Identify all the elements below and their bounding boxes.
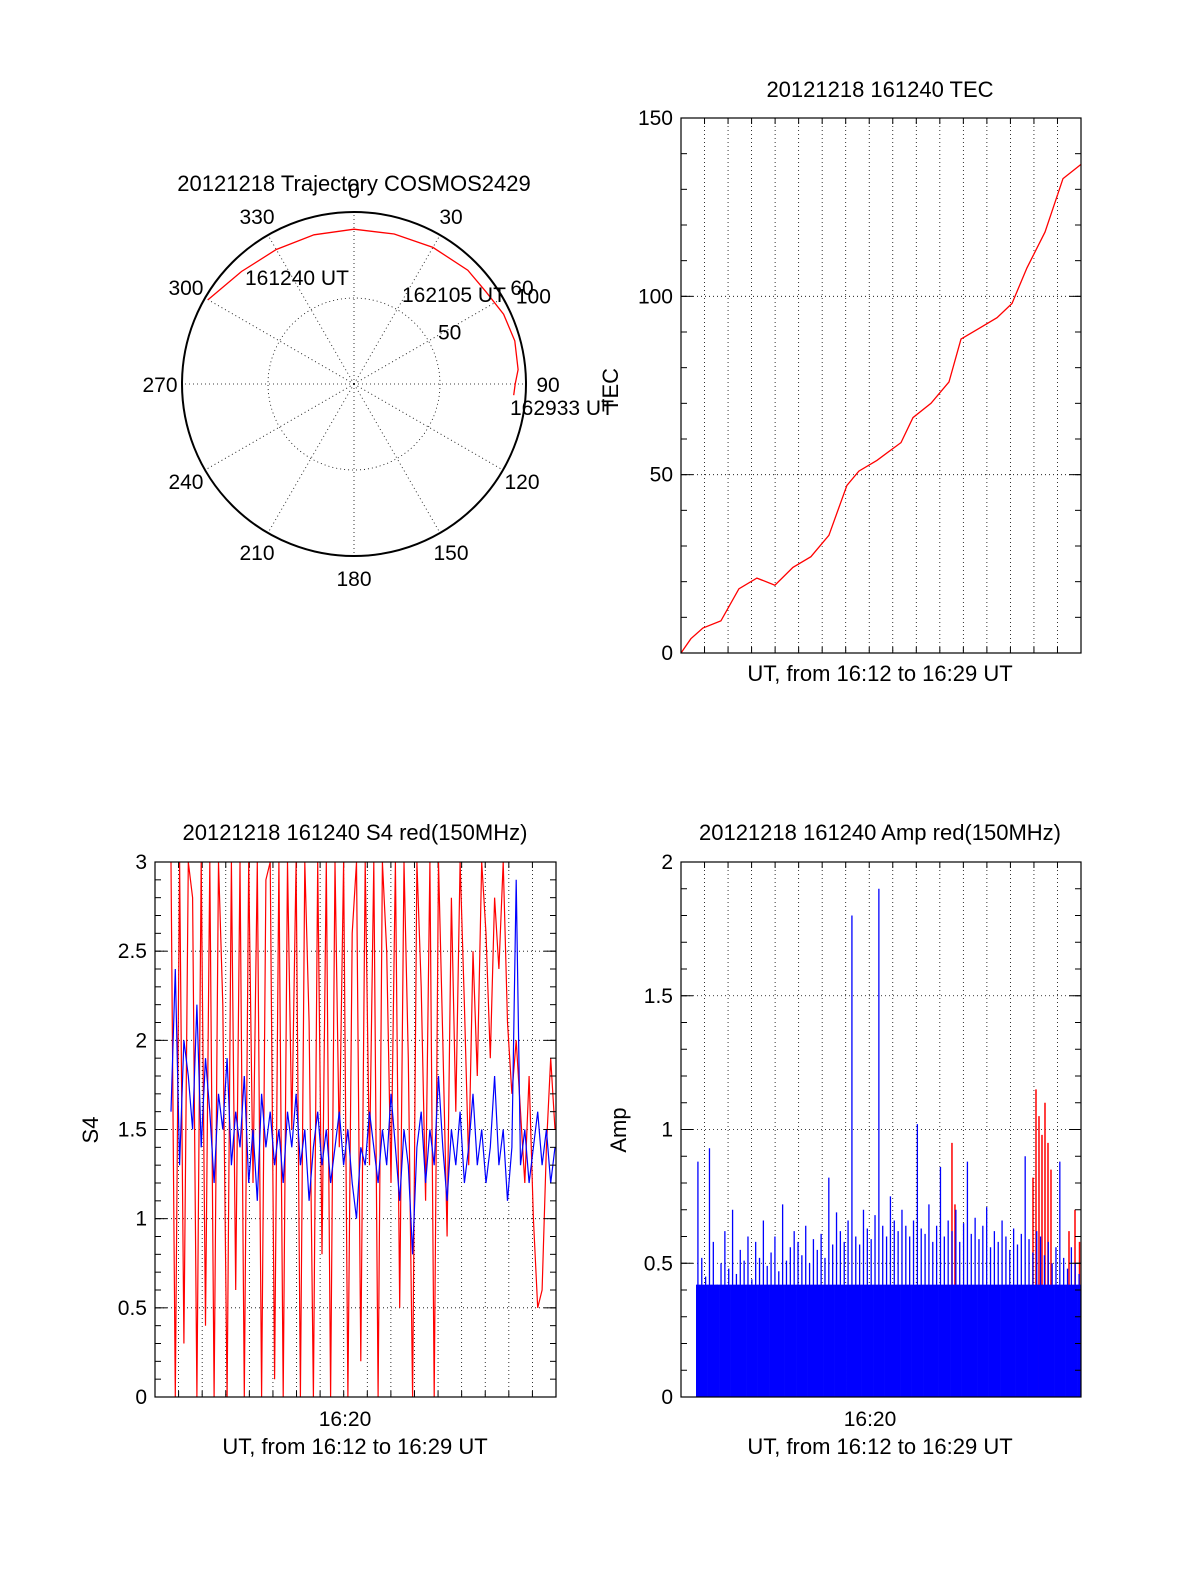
polar-spoke (204, 297, 355, 385)
azimuth-label: 30 (439, 206, 462, 229)
azimuth-label: 300 (168, 277, 203, 300)
tec-chart: 20121218 161240 TEC 0 50 100 150 TEC UT, fr… (598, 77, 1082, 686)
y-tick-label: 1 (135, 1208, 147, 1231)
y-tick-label: 2.5 (118, 940, 147, 963)
tec-plot-frame (680, 117, 1082, 654)
time-label-end: 162933 UT (510, 397, 614, 420)
y-tick-label: 3 (135, 851, 147, 874)
amp-ylabel: Amp (606, 1107, 631, 1152)
y-tick-label: 2 (135, 1029, 147, 1052)
polar-grid-circle (267, 297, 441, 471)
azimuth-label: 150 (433, 542, 468, 565)
s4-chart: 20121218 161240 S4 red(150MHz) 0 0.5 1 1.5 2… (78, 820, 557, 1459)
amp-chart: 20121218 161240 Amp red(150MHz) 0 0.5 1 1.5… (606, 820, 1082, 1459)
trajectory-line (207, 228, 519, 396)
s4-xlabel: UT, from 16:12 to 16:29 UT (222, 1434, 487, 1459)
amp-xtick-label: 16:20 (844, 1408, 897, 1431)
s4-xtick-label: 16:20 (319, 1408, 372, 1431)
polar-outer-circle (181, 211, 527, 557)
y-tick-label: 1.5 (118, 1119, 147, 1142)
amp-title: 20121218 161240 Amp red(150MHz) (699, 820, 1061, 845)
y-tick-label: 0 (661, 1386, 673, 1409)
y-tick-label: 50 (650, 464, 673, 487)
tec-series-line (680, 163, 1082, 654)
s4-red-series (170, 861, 556, 1398)
y-tick-label: 0.5 (118, 1297, 147, 1320)
azimuth-label: 0 (348, 180, 360, 203)
radius-label: 100 (516, 285, 551, 308)
y-tick-label: 1 (661, 1119, 673, 1142)
s4-title: 20121218 161240 S4 red(150MHz) (183, 820, 528, 845)
azimuth-label: 120 (504, 471, 539, 494)
polar-spoke (204, 383, 355, 471)
polar-spoke (353, 234, 441, 385)
y-tick-label: 150 (638, 107, 673, 130)
polar-title: 20121218 Trajectory COSMOS2429 (177, 171, 530, 196)
radius-label: 50 (438, 322, 461, 345)
azimuth-label: 180 (336, 568, 371, 591)
s4-blue-series (170, 879, 556, 1255)
s4-ylabel: S4 (78, 1117, 103, 1144)
polar-spoke (353, 297, 504, 385)
azimuth-label: 270 (142, 374, 177, 397)
time-label-start: 161240 UT (245, 267, 349, 290)
azimuth-label: 60 (510, 277, 533, 300)
y-tick-label: 0.5 (644, 1252, 673, 1275)
azimuth-label: 240 (168, 471, 203, 494)
polar-spoke (353, 383, 504, 471)
y-tick-label: 100 (638, 285, 673, 308)
tec-xlabel: UT, from 16:12 to 16:29 UT (747, 661, 1012, 686)
y-tick-label: 1.5 (644, 985, 673, 1008)
polar-spoke (267, 234, 355, 385)
trajectory-polar-plot: 20121218 Trajectory COSMOS2429 0 30 60 90 12… (142, 171, 614, 591)
azimuth-label: 330 (239, 206, 274, 229)
azimuth-label: 210 (239, 542, 274, 565)
amp-xlabel: UT, from 16:12 to 16:29 UT (747, 1434, 1012, 1459)
tec-ylabel: TEC (598, 368, 623, 412)
time-label-mid: 162105 UT (402, 284, 506, 307)
polar-spoke (353, 383, 441, 534)
y-tick-label: 0 (135, 1386, 147, 1409)
azimuth-label: 90 (536, 374, 559, 397)
polar-spoke (267, 383, 355, 534)
tec-title: 20121218 161240 TEC (766, 77, 993, 102)
y-tick-label: 2 (661, 851, 673, 874)
y-tick-label: 0 (661, 642, 673, 665)
